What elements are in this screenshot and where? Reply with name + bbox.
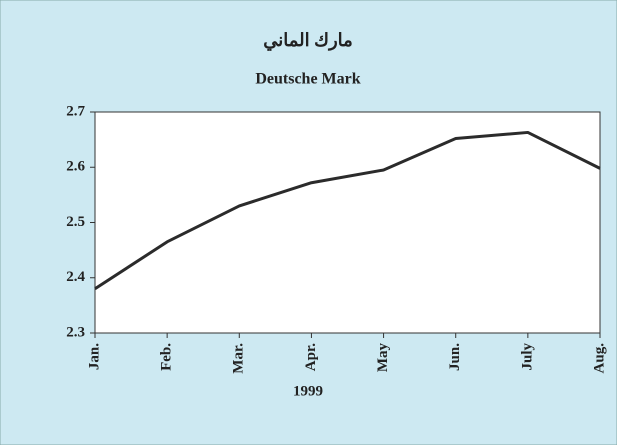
y-tick-label: 2.4 <box>66 269 85 285</box>
x-tick-label: Jan. <box>86 343 102 370</box>
y-tick-label: 2.7 <box>66 103 85 119</box>
plot-area <box>94 111 601 334</box>
x-axis-label: 1999 <box>293 383 323 399</box>
chart-subtitle: Deutsche Mark <box>255 71 360 88</box>
y-tick-label: 2.3 <box>66 324 85 340</box>
x-tick-label: Jun. <box>447 343 463 371</box>
x-tick-label: Mar. <box>231 343 247 374</box>
chart-title: مارك الماني <box>263 30 353 51</box>
line <box>94 130 601 291</box>
x-tick-label: Aug. <box>591 343 607 374</box>
x-tick-label: Apr. <box>303 343 319 371</box>
x-tick-label: Feb. <box>159 343 175 371</box>
y-tick-label: 2.6 <box>66 159 85 175</box>
x-tick-label: July <box>519 343 535 371</box>
x-tick-label: May <box>375 343 391 373</box>
y-tick-label: 2.5 <box>66 214 85 230</box>
